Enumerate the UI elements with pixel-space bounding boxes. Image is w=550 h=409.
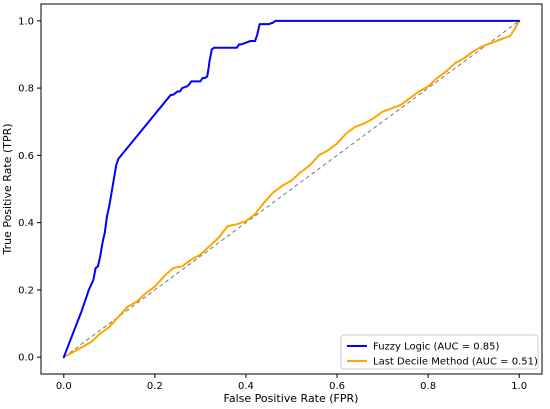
axes: 0.0 0.2 0.4 0.6 0.8 1.0 0.0 0.2 0.4 0.6 0.8 1.0 xyxy=(18,3,543,392)
y-tick-label: 1.0 xyxy=(18,16,34,27)
y-tick-label: 0.8 xyxy=(18,84,34,95)
y-axis-label: True Positive Rate (TPR) xyxy=(1,123,14,255)
diagonal-reference-line xyxy=(63,20,520,358)
y-tick-label: 0.4 xyxy=(18,218,34,229)
axes-frame xyxy=(40,3,543,375)
x-axis-label: False Positive Rate (FPR) xyxy=(224,392,359,405)
plot-area xyxy=(62,19,521,359)
x-tick-label: 0.6 xyxy=(329,381,345,392)
legend-label-2: Last Decile Method (AUC = 0.51) xyxy=(373,357,538,368)
legend-box xyxy=(340,334,539,370)
y-tick-label: 0.2 xyxy=(18,285,34,296)
x-tick-label: 0.2 xyxy=(147,381,163,392)
x-tick-label: 0.0 xyxy=(56,381,72,392)
legend: Fuzzy Logic (AUC = 0.85) Last Decile Meth… xyxy=(340,334,539,370)
y-tick-label: 0.0 xyxy=(18,353,34,364)
x-tick-label: 1.0 xyxy=(511,381,527,392)
y-tick-label: 0.6 xyxy=(18,151,34,162)
x-tick-label: 0.4 xyxy=(238,381,254,392)
legend-label-1: Fuzzy Logic (AUC = 0.85) xyxy=(373,342,500,353)
series-line-2 xyxy=(62,19,521,359)
x-tick-label: 0.8 xyxy=(420,381,436,392)
series-line-1 xyxy=(62,19,521,359)
